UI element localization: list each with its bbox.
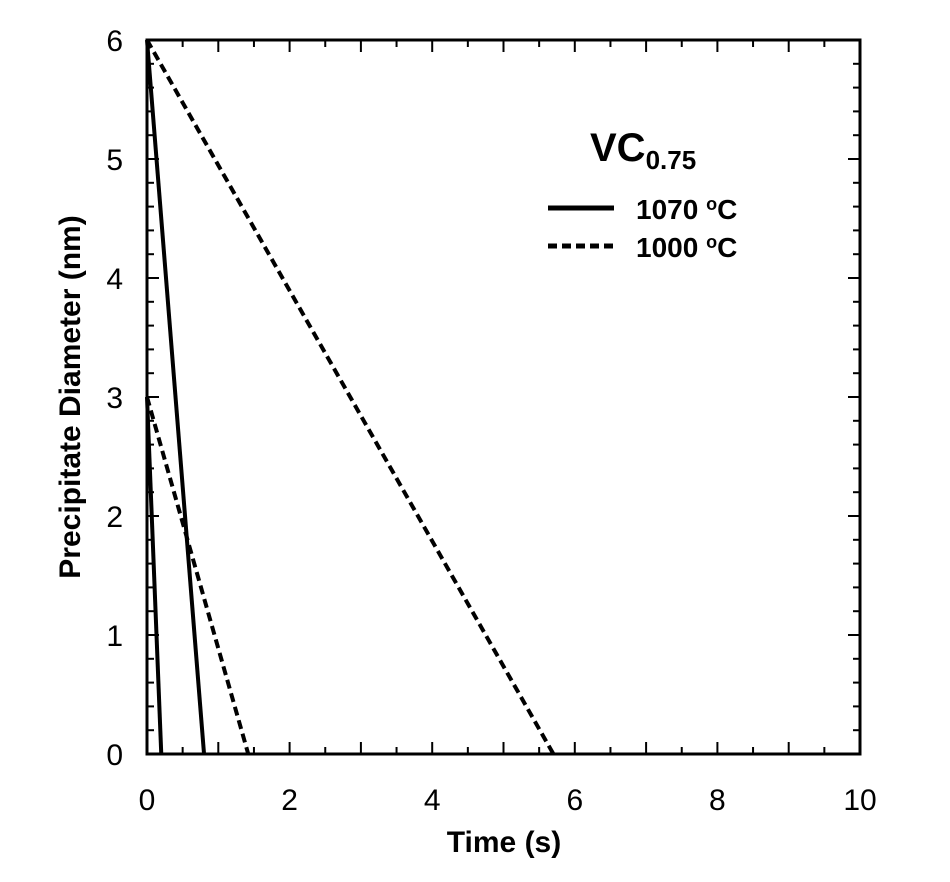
legend: VC0.75 1070 oC 1000 oC <box>548 126 737 263</box>
y-tick-label: 4 <box>106 263 123 296</box>
series-line-4-dashed <box>145 396 251 755</box>
y-tick-label: 2 <box>106 501 123 534</box>
legend-label-1000-degree: o <box>706 232 717 252</box>
series-layer <box>145 39 556 755</box>
x-tick-label: 6 <box>566 784 583 817</box>
legend-label-1070-degree: o <box>706 194 717 214</box>
y-tick-label: 5 <box>106 144 123 177</box>
x-tick-label: 2 <box>281 784 298 817</box>
major-ticks <box>146 39 861 755</box>
y-tick-label: 0 <box>106 739 123 772</box>
legend-title-subscript: 0.75 <box>646 145 697 175</box>
legend-title-main: VC <box>590 126 646 170</box>
x-tick-label: 8 <box>709 784 726 817</box>
y-tick-label: 1 <box>106 620 123 653</box>
series-line-3-dashed <box>145 39 556 755</box>
legend-label-1070-unit: C <box>717 194 737 225</box>
y-tick-label: 3 <box>106 382 123 415</box>
y-axis-title: Precipitate Diameter (nm) <box>54 215 87 578</box>
plot-frame <box>145 38 862 756</box>
y-tick-label: 6 <box>106 25 123 58</box>
y-tick-labels: 0 1 2 3 4 5 6 <box>106 25 123 772</box>
legend-label-1070: 1070 oC <box>636 194 737 225</box>
series-line-2-solid <box>145 396 164 755</box>
series-line-1-solid <box>145 39 207 755</box>
legend-label-1000-value: 1000 <box>636 232 706 263</box>
x-tick-label: 4 <box>424 784 441 817</box>
legend-label-1070-value: 1070 <box>636 194 706 225</box>
legend-label-1000-unit: C <box>717 232 737 263</box>
x-tick-labels: 0 2 4 6 8 10 <box>139 784 877 817</box>
x-tick-label: 10 <box>843 784 876 817</box>
minor-ticks <box>147 40 860 754</box>
x-axis-title: Time (s) <box>447 826 561 859</box>
x-tick-label: 0 <box>139 784 156 817</box>
legend-label-1000: 1000 oC <box>636 232 737 263</box>
legend-title: VC0.75 <box>590 126 696 175</box>
